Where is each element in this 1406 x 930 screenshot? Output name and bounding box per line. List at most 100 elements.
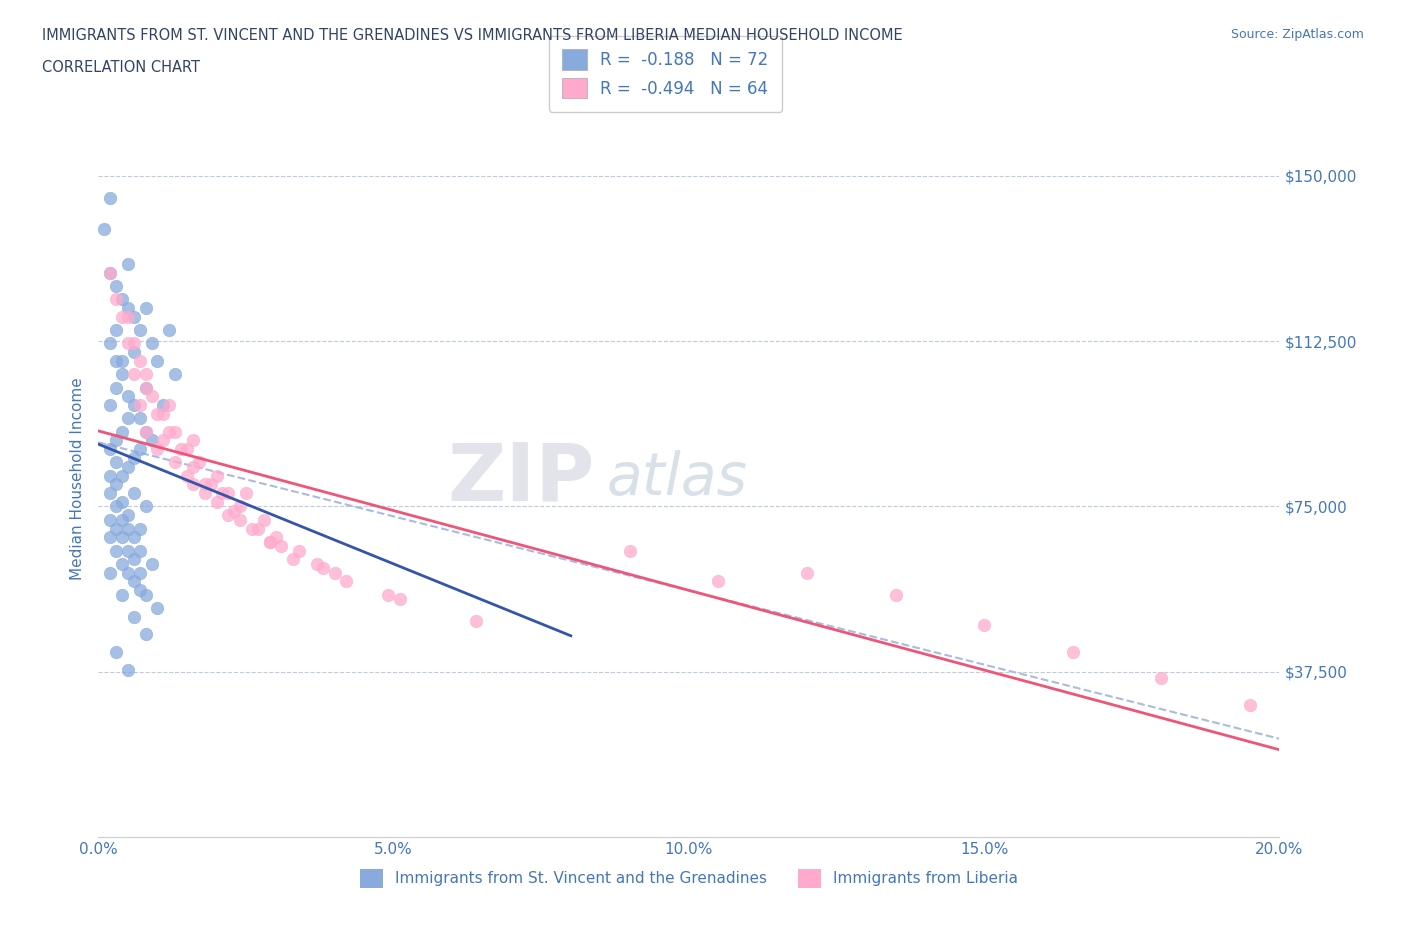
Point xyxy=(105,323,128,338)
Text: Source: ZipAtlas.com: Source: ZipAtlas.com xyxy=(1230,28,1364,41)
Point xyxy=(98,565,121,580)
Text: IMMIGRANTS FROM ST. VINCENT AND THE GRENADINES VS IMMIGRANTS FROM LIBERIA MEDIAN: IMMIGRANTS FROM ST. VINCENT AND THE GREN… xyxy=(42,28,903,43)
Point xyxy=(146,601,169,616)
Point xyxy=(253,512,276,527)
Point xyxy=(1239,698,1261,712)
Text: CORRELATION CHART: CORRELATION CHART xyxy=(42,60,200,75)
Point xyxy=(111,587,134,602)
Point xyxy=(246,521,269,536)
Point xyxy=(98,485,121,500)
Point xyxy=(141,556,163,571)
Point xyxy=(122,551,145,566)
Point xyxy=(187,455,209,470)
Point xyxy=(122,366,145,381)
Point xyxy=(205,468,228,483)
Point xyxy=(135,499,157,514)
Point xyxy=(270,538,292,553)
Point xyxy=(135,300,157,315)
Point xyxy=(135,424,157,439)
Point xyxy=(1062,644,1084,659)
Legend: Immigrants from St. Vincent and the Grenadines, Immigrants from Liberia: Immigrants from St. Vincent and the Gren… xyxy=(354,863,1024,894)
Point xyxy=(181,477,204,492)
Point xyxy=(111,468,134,483)
Point xyxy=(224,503,246,518)
Point xyxy=(128,583,150,598)
Point xyxy=(105,380,128,395)
Point xyxy=(707,574,730,589)
Point xyxy=(194,485,217,500)
Point xyxy=(305,556,328,571)
Point xyxy=(122,485,145,500)
Point xyxy=(117,257,139,272)
Point xyxy=(1150,671,1173,685)
Point xyxy=(122,530,145,545)
Point xyxy=(128,398,150,413)
Point xyxy=(181,459,204,474)
Point xyxy=(98,398,121,413)
Point xyxy=(135,366,157,381)
Y-axis label: Median Household Income: Median Household Income xyxy=(69,378,84,580)
Point xyxy=(105,644,128,659)
Point xyxy=(194,477,217,492)
Point xyxy=(165,424,187,439)
Point xyxy=(152,433,174,448)
Point xyxy=(135,424,157,439)
Point xyxy=(117,310,139,325)
Point xyxy=(105,279,128,294)
Point xyxy=(335,574,357,589)
Point xyxy=(235,485,257,500)
Point xyxy=(176,468,198,483)
Point xyxy=(105,543,128,558)
Point xyxy=(259,535,281,550)
Point xyxy=(128,543,150,558)
Point xyxy=(205,495,228,510)
Point xyxy=(98,442,121,457)
Point xyxy=(122,574,145,589)
Point xyxy=(98,468,121,483)
Point xyxy=(884,587,907,602)
Point xyxy=(259,535,281,550)
Point xyxy=(176,442,198,457)
Point xyxy=(141,389,163,404)
Point xyxy=(122,398,145,413)
Text: atlas: atlas xyxy=(606,450,747,508)
Point xyxy=(323,565,346,580)
Point xyxy=(288,543,311,558)
Point xyxy=(141,433,163,448)
Point xyxy=(135,627,157,642)
Point xyxy=(135,380,157,395)
Point xyxy=(117,300,139,315)
Point xyxy=(111,353,134,368)
Point xyxy=(217,508,239,523)
Point xyxy=(377,587,399,602)
Point xyxy=(111,495,134,510)
Point xyxy=(135,380,157,395)
Point xyxy=(122,450,145,465)
Point xyxy=(93,221,115,236)
Point xyxy=(146,406,169,421)
Point xyxy=(117,565,139,580)
Point xyxy=(283,551,305,566)
Point xyxy=(128,411,150,426)
Point xyxy=(170,442,193,457)
Point xyxy=(165,366,187,381)
Point xyxy=(105,292,128,307)
Point xyxy=(111,292,134,307)
Point xyxy=(117,521,139,536)
Point xyxy=(98,530,121,545)
Point xyxy=(181,433,204,448)
Point xyxy=(98,265,121,280)
Point xyxy=(122,345,145,360)
Point xyxy=(105,353,128,368)
Point xyxy=(465,614,488,629)
Point xyxy=(135,587,157,602)
Point xyxy=(117,389,139,404)
Point xyxy=(157,398,180,413)
Point xyxy=(117,662,139,677)
Point xyxy=(111,366,134,381)
Point xyxy=(128,353,150,368)
Point xyxy=(619,543,641,558)
Point xyxy=(111,310,134,325)
Point xyxy=(117,336,139,351)
Point xyxy=(98,512,121,527)
